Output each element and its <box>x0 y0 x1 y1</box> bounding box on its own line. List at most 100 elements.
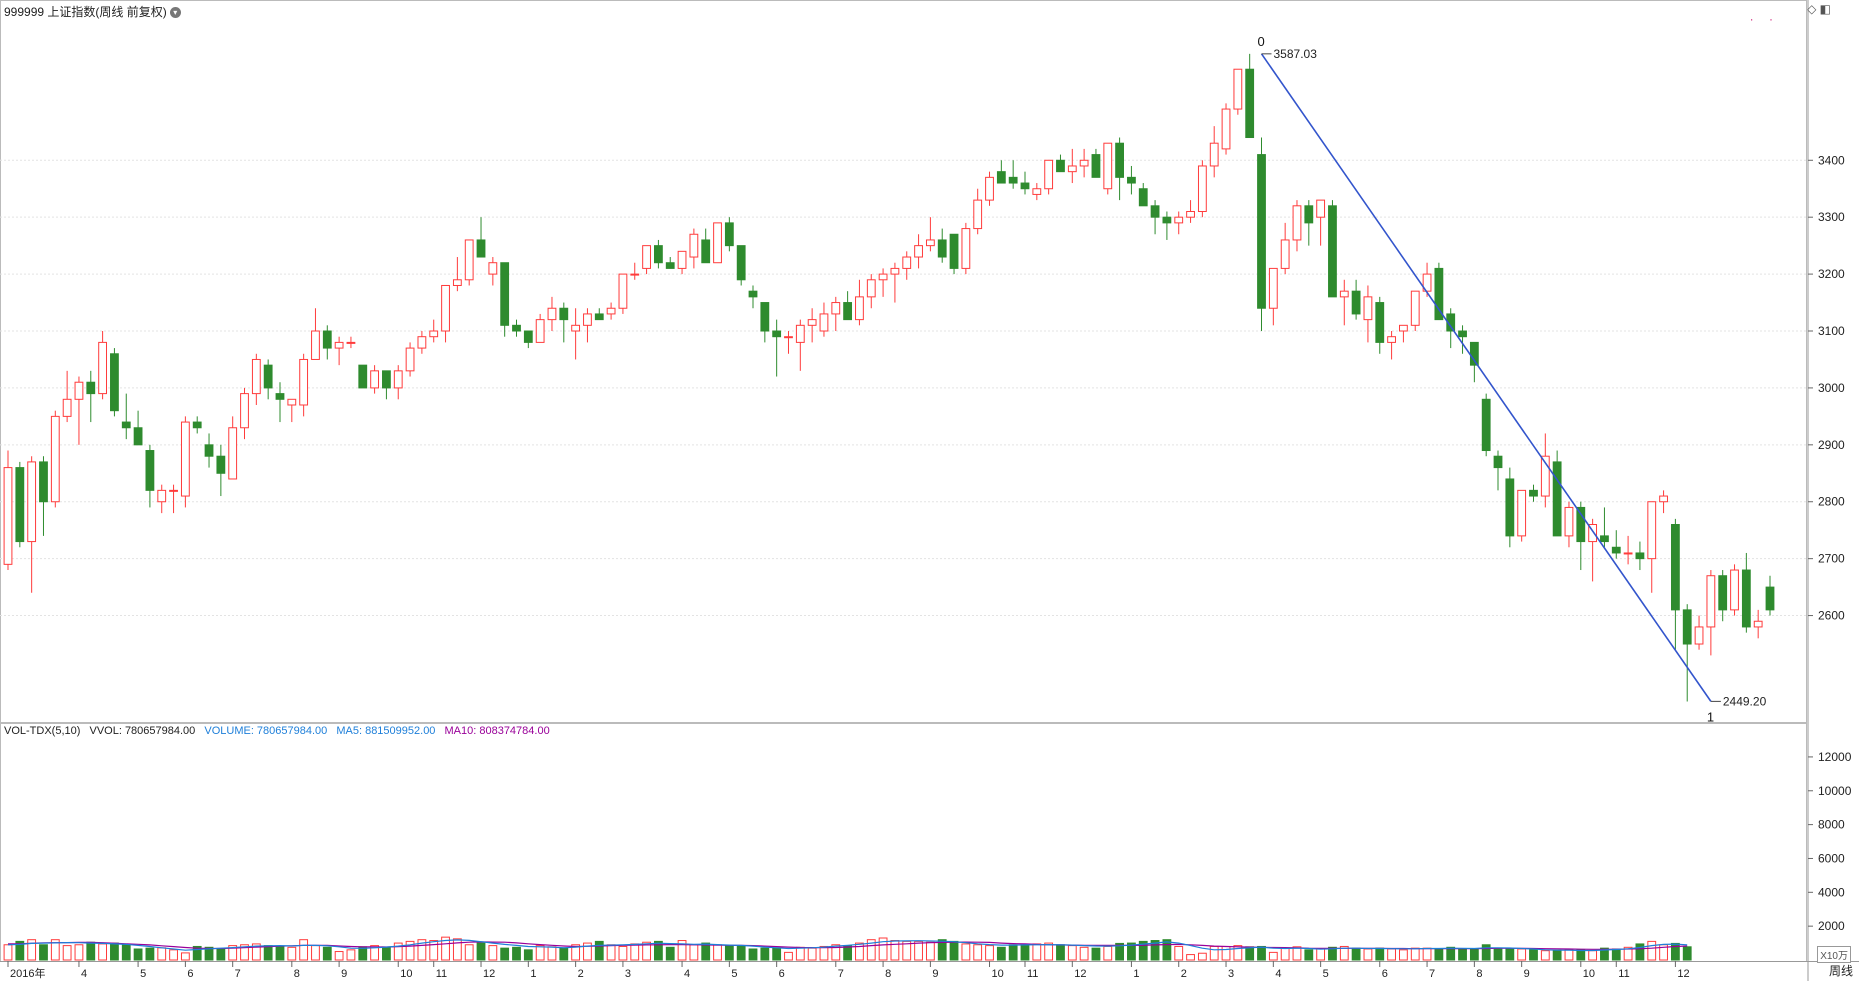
x-tick-label: 6 <box>187 968 193 980</box>
price-annotation: 2449.20 <box>1723 694 1767 708</box>
candle-body <box>807 319 817 326</box>
volume-bar <box>1682 946 1692 961</box>
volume-bar <box>299 939 309 961</box>
candle-body <box>654 245 663 264</box>
volume-bar <box>370 945 379 961</box>
volume-bar <box>1233 945 1243 961</box>
volume-tick-label: 4000 <box>1818 885 1845 899</box>
volume-bar <box>996 946 1006 961</box>
candle-body <box>370 370 379 389</box>
candle-body <box>724 222 734 247</box>
volume-bar <box>1008 944 1018 961</box>
candle-body <box>1245 68 1255 139</box>
volume-bar <box>1611 948 1621 961</box>
volume-bar <box>925 941 935 961</box>
candle-body <box>937 239 947 258</box>
volume-bar <box>311 945 320 961</box>
candle-body <box>500 262 510 326</box>
x-tick-label: 9 <box>932 968 938 980</box>
annotation-marker: 1 <box>1707 709 1714 724</box>
volume-bar <box>1032 943 1042 961</box>
x-tick-label: 2 <box>1181 968 1187 980</box>
volume-bar <box>724 945 734 961</box>
candle-body <box>1623 552 1633 555</box>
volume-bar <box>1458 947 1467 961</box>
candle-body <box>1399 324 1408 332</box>
corner-tool-icons[interactable]: ◇ ◧ <box>1807 2 1831 16</box>
volume-bar <box>1375 947 1385 961</box>
volume-bar <box>1434 947 1444 961</box>
price-tick-label: 2700 <box>1818 552 1845 566</box>
volume-bar <box>322 946 332 961</box>
volume-bar <box>961 943 971 961</box>
volume-bar <box>973 944 983 961</box>
volume-bar <box>1552 949 1562 961</box>
candle-body <box>843 302 853 321</box>
x-tick-label: 7 <box>1429 968 1435 980</box>
volume-header: VOL-TDX(5,10) VVOL: 780657984.00 VOLUME:… <box>4 725 556 737</box>
dropdown-icon[interactable]: ▾ <box>169 7 181 19</box>
candle-body <box>393 370 403 389</box>
volume-bar <box>1162 939 1172 961</box>
candle-body <box>311 330 320 360</box>
candle-body <box>1576 506 1586 543</box>
candle-body <box>1694 626 1704 645</box>
x-tick-label: 9 <box>1524 968 1530 980</box>
volume-bar <box>1150 940 1160 961</box>
volume-bar <box>441 936 450 961</box>
security-title: 999999 上证指数(周线 前复权) <box>4 5 167 19</box>
volume-indicator-name[interactable]: VOL-TDX(5,10) <box>4 725 81 737</box>
volume-bar <box>1363 948 1373 961</box>
volume-bar <box>914 940 923 961</box>
candle-body <box>133 427 143 446</box>
price-tick-label: 3100 <box>1818 324 1845 338</box>
volume-bar <box>476 942 486 961</box>
candle-body <box>1659 495 1668 503</box>
candle-body <box>736 245 746 281</box>
volume-bar <box>1044 942 1054 961</box>
candle-body <box>784 336 793 339</box>
volume-bar <box>689 944 699 961</box>
volume-bar <box>772 947 782 961</box>
candle-body <box>1150 205 1160 218</box>
candle-body <box>1197 165 1207 212</box>
volume-bar <box>878 937 888 961</box>
volume-bar <box>429 940 439 961</box>
period-label[interactable]: 周线 <box>1828 964 1853 978</box>
candle-body <box>121 421 131 429</box>
annotation-marker: 0 <box>1258 34 1265 49</box>
candle-body <box>488 262 498 275</box>
volume-bar <box>736 945 746 961</box>
volume-bar <box>583 942 592 961</box>
candle-body <box>594 313 604 321</box>
candle-body <box>1446 313 1456 332</box>
candle-body <box>1186 210 1195 218</box>
volume-bar <box>1481 944 1491 961</box>
volume-bar <box>1221 945 1231 961</box>
volume-bar <box>855 942 864 961</box>
volume-bar <box>86 941 96 961</box>
candle-body <box>1718 575 1728 611</box>
candle-body <box>772 330 782 338</box>
volume-bar <box>618 945 628 961</box>
candle-body <box>275 393 285 400</box>
volume-bar <box>535 945 545 961</box>
volume-bar <box>382 946 391 961</box>
volume-bar <box>1635 943 1645 961</box>
candle-body <box>866 279 876 298</box>
candle-body <box>358 364 368 389</box>
candle-body <box>3 467 13 565</box>
volume-bar <box>1328 946 1337 961</box>
candle-body <box>1339 290 1349 298</box>
candle-body <box>417 336 427 349</box>
volume-bar <box>50 939 60 961</box>
volume-bar <box>701 942 711 961</box>
x-tick-label: 11 <box>1027 968 1038 980</box>
volume-bar <box>500 947 510 961</box>
candle-body <box>299 358 309 406</box>
trend-line <box>1260 53 1712 702</box>
candle-body <box>1434 267 1444 321</box>
volume-bar <box>204 946 214 961</box>
candle-body <box>1008 176 1018 184</box>
